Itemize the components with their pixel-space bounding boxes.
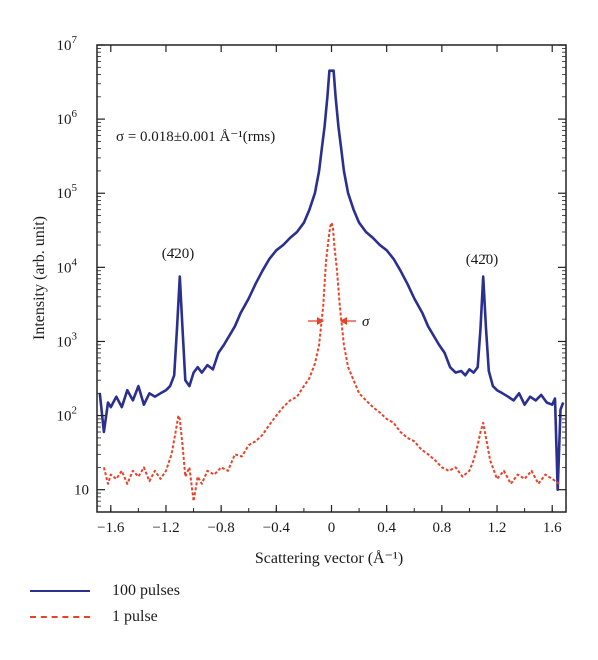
x-tick-label: −1.2 bbox=[152, 520, 179, 536]
x-tick-label: 0.8 bbox=[432, 520, 451, 536]
peak-label-right: (42̄0) bbox=[466, 252, 499, 268]
sigma-width-marker: σ bbox=[308, 314, 370, 330]
y-tick-label: 103 bbox=[57, 330, 78, 350]
x-tick-label: −0.8 bbox=[208, 520, 235, 536]
x-axis-title: Scattering vector (Å⁻¹) bbox=[255, 549, 403, 567]
y-axis-title: Intensity (arb. unit) bbox=[31, 216, 48, 340]
sigma-marker-label: σ bbox=[362, 314, 370, 330]
x-tick-label: 0 bbox=[328, 520, 336, 536]
x-tick-label: −1.6 bbox=[97, 520, 125, 536]
y-tick-label: 107 bbox=[57, 34, 78, 54]
legend-swatch-dashed bbox=[30, 616, 90, 618]
y-tick-label: 102 bbox=[57, 405, 78, 425]
legend-entry-100-pulses: 100 pulses bbox=[30, 578, 180, 604]
series-layer bbox=[98, 69, 565, 503]
legend-entry-1-pulse: 1 pulse bbox=[30, 604, 180, 630]
y-axis: 10 102 103 104 105 106 107 bbox=[57, 34, 566, 507]
legend: 100 pulses 1 pulse bbox=[30, 578, 180, 630]
y-tick-label: 105 bbox=[57, 182, 78, 202]
x-tick-label: 1.2 bbox=[488, 520, 507, 536]
y-tick-label: 10 bbox=[74, 483, 89, 499]
legend-swatch-solid bbox=[30, 590, 90, 592]
series-line-100-pulses bbox=[98, 69, 565, 492]
x-tick-label: −0.4 bbox=[263, 520, 291, 536]
x-axis: −1.6 −1.2 −0.8 −0.4 0 0.4 0.8 1.2 1.6 bbox=[97, 45, 562, 536]
legend-label: 100 pulses bbox=[112, 582, 180, 599]
y-tick-label: 106 bbox=[57, 108, 78, 128]
sigma-formula-annotation: σ = 0.018±0.001 Å⁻¹(rms) bbox=[116, 129, 275, 145]
y-tick-label: 104 bbox=[57, 256, 78, 276]
series-line-1-pulse bbox=[102, 221, 560, 503]
x-tick-label: 1.6 bbox=[543, 520, 562, 536]
peak-label-left: (4̄20) bbox=[162, 246, 195, 262]
x-tick-label: 0.4 bbox=[377, 520, 396, 536]
chart: −1.6 −1.2 −0.8 −0.4 0 0.4 0.8 1.2 1.6 1010210310… bbox=[31, 34, 567, 567]
legend-label: 1 pulse bbox=[112, 608, 158, 625]
plot-frame bbox=[96, 44, 567, 513]
